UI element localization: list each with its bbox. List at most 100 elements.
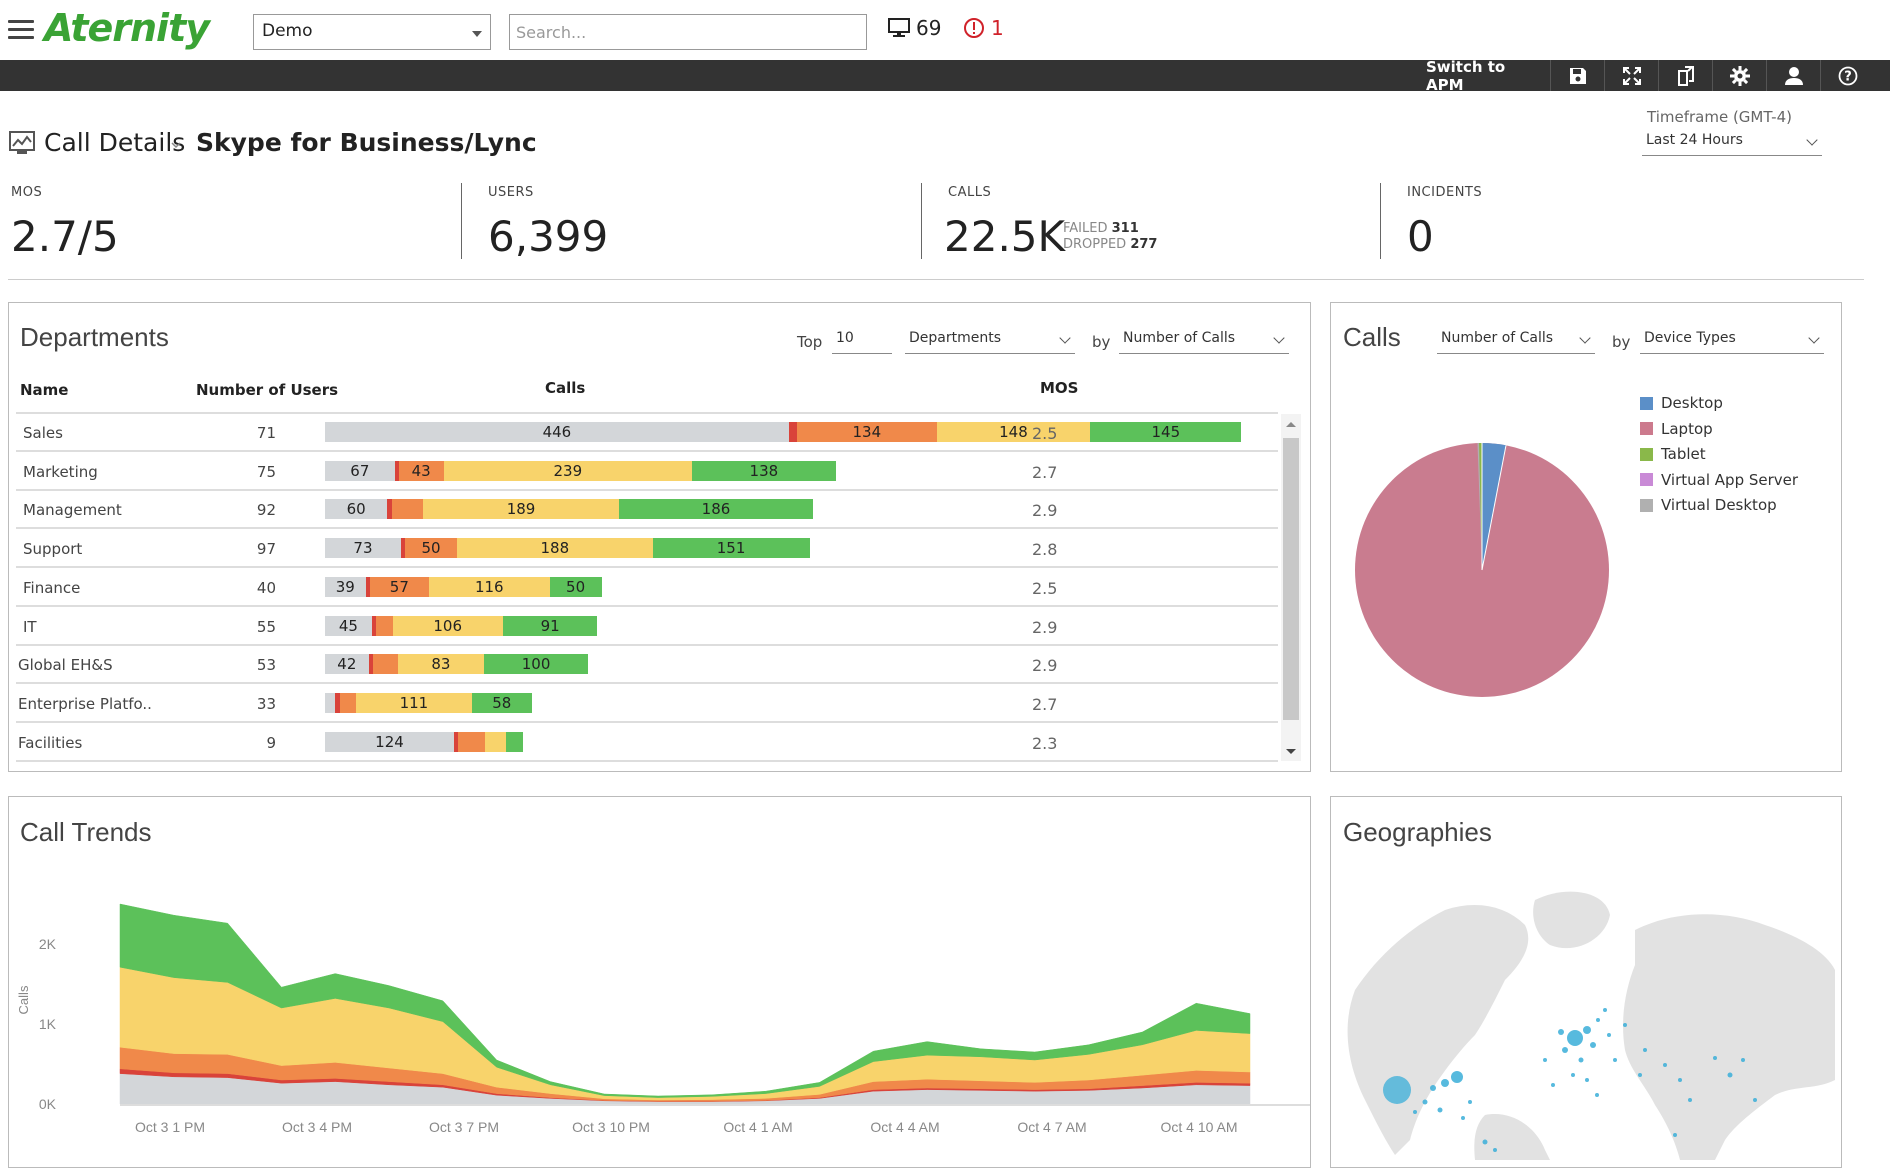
legend-item[interactable]: Tablet [1640, 445, 1706, 463]
calls-bar-segment[interactable]: 111 [356, 692, 472, 713]
calls-bar-segment[interactable]: 39 [325, 576, 366, 597]
search-input[interactable]: Search... [509, 14, 867, 50]
calls-bar-segment[interactable]: 188 [457, 538, 653, 559]
group-by-select[interactable]: Departments [905, 330, 1075, 354]
calls-bar-segment[interactable] [368, 654, 373, 675]
calls-bar-segment[interactable]: 124 [325, 731, 454, 752]
top-count-input[interactable]: 10 [832, 330, 892, 354]
calls-bar-segment[interactable] [335, 692, 340, 713]
calls-bar-segment[interactable]: 43 [398, 460, 444, 481]
alerts-count-value: 1 [991, 16, 1004, 40]
calls-bar-segment[interactable]: 67 [325, 460, 395, 481]
calls-bar-segment[interactable] [788, 422, 798, 442]
trend-area-series[interactable] [119, 903, 1251, 1098]
alerts-count[interactable]: 1 [963, 16, 1004, 40]
metric-select[interactable]: Number of Calls [1119, 330, 1289, 354]
user-icon[interactable] [1768, 60, 1820, 91]
table-row[interactable]: Finance 40 39 57 116 50 2.5 [16, 569, 1278, 607]
calls-stacked-bar[interactable]: 73 50 188 151 [325, 538, 810, 559]
table-row[interactable]: Sales 71 446 134 148 145 2.5 [16, 414, 1278, 452]
calls-bar-segment[interactable]: 45 [325, 615, 372, 636]
page-title[interactable]: Call Details [44, 128, 186, 157]
calls-stacked-bar[interactable]: 446 134 148 145 [325, 422, 1242, 442]
legend-item[interactable]: Desktop [1640, 394, 1723, 412]
calls-stacked-bar[interactable]: 45 106 91 [325, 615, 598, 636]
help-icon[interactable]: ? [1822, 60, 1874, 91]
column-header-users[interactable]: Number of Users [196, 381, 339, 399]
calls-bar-segment[interactable] [505, 731, 523, 752]
table-row[interactable]: Enterprise Platfo.. 33 111 58 2.7 [16, 685, 1278, 723]
calls-bar-segment[interactable]: 148 [936, 422, 1091, 442]
scroll-up-icon[interactable] [1285, 420, 1297, 428]
calls-bar-segment[interactable]: 91 [502, 615, 598, 636]
switch-to-apm-button[interactable]: Switch to APM [1426, 57, 1506, 94]
calls-bar-segment[interactable]: 58 [471, 692, 532, 713]
calls-bar-segment[interactable]: 138 [692, 460, 836, 481]
calls-bar-segment[interactable]: 151 [652, 538, 810, 559]
timeframe-select[interactable]: Last 24 Hours [1642, 132, 1822, 156]
calls-bar-segment[interactable]: 73 [325, 538, 401, 559]
world-map[interactable] [1335, 870, 1835, 1160]
table-row[interactable]: Global EH&S 53 42 83 100 2.9 [16, 646, 1278, 685]
department-name: Sales [23, 424, 63, 442]
legend-item[interactable]: Virtual Desktop [1640, 496, 1777, 514]
calls-bar-segment[interactable]: 50 [549, 576, 602, 597]
table-row[interactable]: Management 92 60 189 186 2.9 [16, 491, 1278, 530]
calls-bar-segment[interactable] [387, 499, 392, 520]
calls-bar-segment[interactable] [325, 692, 336, 713]
calls-bar-segment[interactable] [394, 460, 399, 481]
scroll-down-icon[interactable] [1285, 748, 1297, 756]
calls-bar-segment[interactable] [339, 692, 357, 713]
calls-bar-segment[interactable]: 57 [369, 576, 429, 597]
column-header-calls[interactable]: Calls [545, 379, 586, 397]
calls-bar-segment[interactable] [365, 576, 370, 597]
calls-bar-segment[interactable]: 186 [619, 499, 813, 520]
save-icon[interactable] [1552, 60, 1604, 91]
legend-item[interactable]: Laptop [1640, 420, 1713, 438]
calls-stacked-bar[interactable]: 60 189 186 [325, 499, 813, 520]
scrollbar-thumb[interactable] [1283, 438, 1299, 720]
calls-stacked-bar[interactable]: 111 58 [325, 692, 532, 713]
calls-bar-segment[interactable]: 83 [397, 654, 485, 675]
gear-icon[interactable] [1714, 60, 1766, 91]
map-location-dot [1451, 1071, 1463, 1083]
calls-bar-segment[interactable] [372, 654, 398, 675]
calls-bar-segment[interactable]: 106 [392, 615, 503, 636]
calls-metric-select[interactable]: Number of Calls [1437, 330, 1595, 354]
column-header-name[interactable]: Name [20, 381, 69, 399]
calls-bar-segment[interactable]: 116 [428, 576, 550, 597]
calls-bar-segment[interactable] [400, 538, 406, 559]
calls-stacked-bar[interactable]: 67 43 239 138 [325, 460, 836, 481]
export-icon[interactable] [1660, 60, 1712, 91]
calls-bar-segment[interactable] [375, 615, 393, 636]
calls-bar-segment[interactable]: 60 [325, 499, 388, 520]
table-row[interactable]: Facilities 9 124 2.3 [16, 724, 1278, 762]
calls-bar-segment[interactable] [485, 731, 506, 752]
legend-item[interactable]: Virtual App Server [1640, 471, 1798, 489]
calls-bar-segment[interactable]: 189 [422, 499, 620, 520]
calls-bar-segment[interactable]: 134 [797, 422, 937, 442]
calls-bar-segment[interactable]: 50 [405, 538, 458, 559]
calls-bar-segment[interactable]: 100 [484, 654, 589, 675]
menu-icon[interactable] [8, 20, 34, 42]
column-header-mos[interactable]: MOS [1040, 379, 1079, 397]
fullscreen-icon[interactable] [1606, 60, 1658, 91]
table-row[interactable]: IT 55 45 106 91 2.9 [16, 608, 1278, 646]
calls-bar-segment[interactable] [453, 731, 459, 752]
calls-bar-segment[interactable] [371, 615, 376, 636]
device-type-select[interactable]: Device Types [1640, 330, 1824, 354]
devices-count[interactable]: 69 [888, 16, 941, 40]
calls-bar-segment[interactable]: 145 [1090, 422, 1242, 442]
calls-stacked-bar[interactable]: 42 83 100 [325, 654, 589, 675]
calls-bar-segment[interactable] [458, 731, 486, 752]
table-row[interactable]: Support 97 73 50 188 151 2.8 [16, 530, 1278, 569]
calls-bar-segment[interactable]: 42 [325, 654, 369, 675]
calls-bar-segment[interactable]: 239 [443, 460, 693, 481]
environment-select[interactable]: Demo [253, 14, 491, 50]
chevron-down-icon[interactable] [171, 142, 181, 150]
calls-bar-segment[interactable]: 446 [325, 422, 789, 442]
calls-stacked-bar[interactable]: 39 57 116 50 [325, 576, 602, 597]
calls-bar-segment[interactable] [391, 499, 423, 520]
table-row[interactable]: Marketing 75 67 43 239 138 2.7 [16, 453, 1278, 491]
calls-stacked-bar[interactable]: 124 [325, 731, 523, 752]
